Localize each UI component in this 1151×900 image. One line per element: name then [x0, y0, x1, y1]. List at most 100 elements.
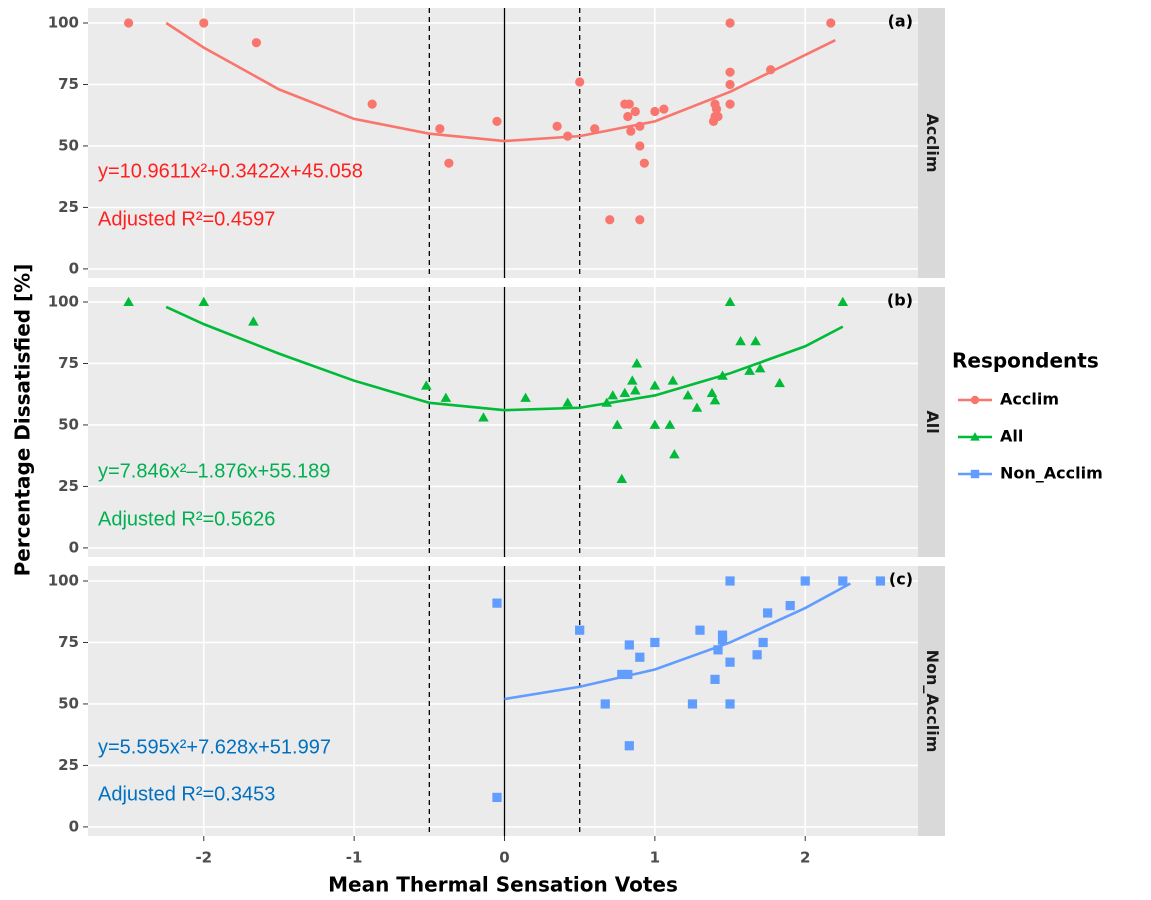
point	[800, 576, 810, 586]
y-tick-label: 50	[58, 136, 79, 154]
point	[626, 126, 636, 136]
point	[785, 600, 795, 611]
point	[367, 99, 377, 109]
y-tick-label: 0	[69, 259, 79, 277]
equation: y=10.9611x²+0.3422x+45.058	[98, 160, 363, 182]
point	[838, 576, 848, 586]
point	[649, 419, 661, 429]
fit-curve	[165, 21, 836, 143]
point	[875, 576, 886, 586]
point	[682, 390, 694, 400]
point	[590, 124, 600, 134]
legend-label: Non_Acclim	[1000, 464, 1103, 483]
x-tick-label: -1	[346, 849, 363, 867]
point	[664, 419, 676, 429]
equation: y=5.595x²+7.628x+51.997	[98, 736, 331, 758]
panel-tag: (a)	[888, 12, 913, 31]
point	[639, 158, 649, 168]
point	[123, 296, 134, 306]
point	[725, 67, 735, 77]
strip	[918, 566, 945, 836]
panel-tag: (b)	[887, 291, 913, 310]
strip-label: Non_Acclim	[923, 650, 942, 753]
point	[744, 365, 755, 375]
point	[562, 397, 573, 407]
point	[575, 625, 585, 635]
point	[695, 625, 705, 635]
point	[563, 131, 573, 141]
point	[763, 608, 773, 618]
point	[440, 392, 452, 402]
r-squared: Adjusted R²=0.5626	[98, 508, 275, 530]
point	[552, 121, 562, 131]
y-tick-label: 25	[58, 198, 79, 216]
point	[251, 38, 262, 48]
point	[601, 397, 613, 407]
point	[650, 637, 660, 648]
strip-label: All	[923, 410, 942, 433]
y-tick-label: 75	[58, 354, 79, 372]
point	[667, 375, 679, 385]
point	[717, 370, 728, 380]
point	[717, 630, 728, 640]
y-tick-label: 50	[58, 694, 79, 712]
y-axis-title: Percentage Dissatisfied [%]	[11, 264, 35, 577]
point	[478, 412, 489, 422]
point	[520, 392, 531, 402]
point	[709, 395, 721, 405]
point	[659, 104, 669, 114]
point	[774, 377, 785, 388]
equation: y=7.846x²–1.876x+55.189	[98, 460, 330, 482]
y-tick-label: 75	[58, 633, 79, 651]
strip-label: Acclim	[923, 114, 942, 173]
point	[725, 657, 735, 667]
fit-curve	[504, 582, 851, 701]
point	[617, 669, 627, 680]
point	[199, 18, 209, 28]
point	[619, 387, 631, 397]
point	[752, 650, 762, 660]
point	[669, 449, 680, 459]
point	[435, 124, 445, 134]
point	[248, 316, 259, 326]
point	[758, 637, 768, 648]
x-tick-label: -2	[195, 849, 212, 867]
point	[630, 106, 640, 117]
point	[607, 390, 619, 400]
x-tick-label: 2	[800, 849, 810, 867]
point	[837, 296, 849, 306]
y-tick-label: 50	[58, 415, 79, 433]
point	[725, 18, 735, 28]
point	[198, 296, 210, 306]
point	[624, 741, 634, 751]
legend-marker	[970, 432, 980, 441]
point	[766, 65, 776, 75]
point	[575, 77, 585, 87]
r-squared: Adjusted R²=0.3453	[98, 783, 275, 805]
point	[600, 699, 610, 709]
y-tick-label: 25	[58, 756, 79, 774]
y-tick-label: 0	[69, 538, 79, 556]
panel-background	[88, 8, 918, 278]
point	[492, 116, 502, 126]
fit-curve	[165, 305, 844, 412]
legend-marker	[970, 395, 980, 405]
point	[691, 402, 703, 412]
point	[725, 79, 735, 90]
y-tick-label: 100	[48, 293, 79, 311]
r-squared: Adjusted R²=0.4597	[98, 208, 275, 230]
point	[623, 669, 633, 680]
point	[735, 336, 746, 346]
point	[725, 99, 735, 109]
point	[635, 215, 645, 225]
point	[631, 358, 643, 368]
point	[630, 385, 641, 395]
point	[635, 652, 645, 662]
point	[713, 111, 723, 122]
point	[750, 336, 761, 346]
point	[711, 104, 722, 114]
point	[706, 387, 718, 397]
point	[123, 18, 134, 28]
point	[649, 380, 661, 390]
point	[421, 380, 432, 390]
